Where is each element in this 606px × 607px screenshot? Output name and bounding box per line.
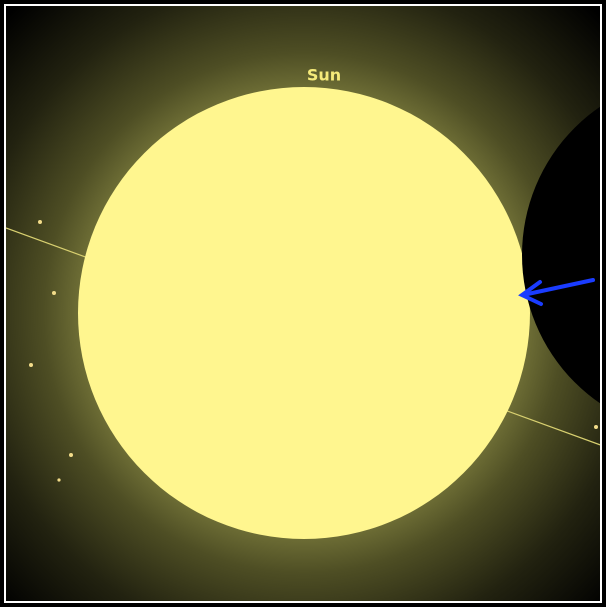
object-label: Sun (307, 66, 341, 85)
star (57, 478, 60, 481)
star (594, 425, 598, 429)
star (29, 363, 33, 367)
star (52, 291, 56, 295)
sun-disc[interactable] (78, 87, 530, 539)
sky-view: Sun (0, 0, 606, 607)
star (38, 220, 42, 224)
star (69, 453, 73, 457)
